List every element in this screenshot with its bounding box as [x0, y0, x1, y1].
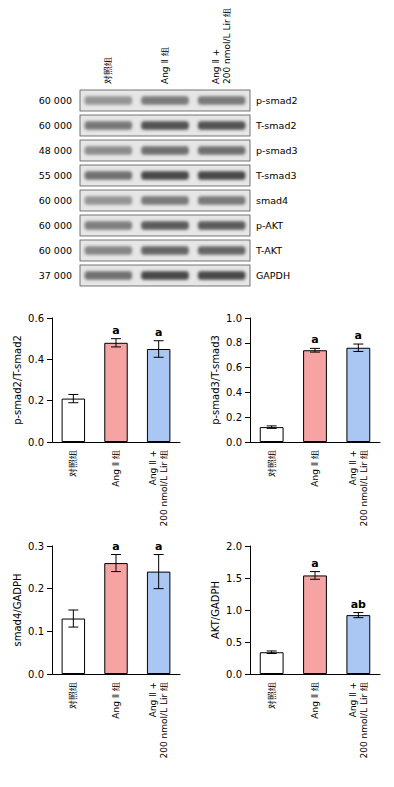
svg-text:0.0: 0.0 [226, 437, 242, 448]
svg-text:AKT/GADPH: AKT/GADPH [210, 581, 221, 639]
svg-text:200 nmol/L Lir 组: 200 nmol/L Lir 组 [222, 7, 232, 84]
svg-text:a: a [311, 557, 318, 570]
svg-text:0.2: 0.2 [226, 412, 242, 423]
svg-text:a: a [355, 329, 362, 342]
svg-text:Ang Ⅱ +: Ang Ⅱ + [148, 450, 158, 485]
svg-text:p-smad2: p-smad2 [256, 95, 298, 106]
svg-text:对照组: 对照组 [103, 57, 113, 84]
svg-text:200 nmol/L Lir 组: 200 nmol/L Lir 组 [359, 682, 369, 759]
svg-text:60 000: 60 000 [39, 95, 72, 106]
svg-text:0.0: 0.0 [226, 669, 242, 680]
svg-text:GAPDH: GAPDH [256, 270, 290, 281]
svg-text:p-AKT: p-AKT [256, 220, 283, 231]
svg-text:0.3: 0.3 [28, 541, 44, 552]
svg-text:0.4: 0.4 [28, 354, 44, 365]
svg-text:200 nmol/L Lir 组: 200 nmol/L Lir 组 [359, 450, 369, 527]
svg-text:2.0: 2.0 [226, 541, 242, 552]
svg-text:Ang Ⅱ 组: Ang Ⅱ 组 [160, 47, 170, 84]
svg-text:60 000: 60 000 [39, 120, 72, 131]
svg-text:0.6: 0.6 [28, 313, 44, 324]
svg-text:200 nmol/L Lir 组: 200 nmol/L Lir 组 [159, 682, 169, 759]
svg-text:对照组: 对照组 [68, 450, 78, 477]
svg-text:1.0: 1.0 [226, 605, 242, 616]
svg-text:60 000: 60 000 [39, 245, 72, 256]
svg-text:a: a [112, 540, 119, 553]
svg-text:smad4/GADPH: smad4/GADPH [12, 574, 23, 647]
svg-text:ab: ab [351, 598, 366, 611]
svg-text:0.0: 0.0 [28, 669, 44, 680]
svg-text:p-smad3/T-smad3: p-smad3/T-smad3 [210, 335, 221, 425]
svg-text:a: a [155, 540, 162, 553]
svg-text:0.2: 0.2 [28, 395, 44, 406]
svg-text:1.5: 1.5 [226, 573, 242, 584]
svg-text:0.1: 0.1 [28, 626, 44, 637]
svg-text:Ang Ⅱ +: Ang Ⅱ + [148, 682, 158, 717]
svg-text:0.5: 0.5 [226, 637, 242, 648]
svg-text:0.2: 0.2 [28, 583, 44, 594]
svg-text:0.4: 0.4 [226, 387, 242, 398]
svg-text:Ang Ⅱ 组: Ang Ⅱ 组 [111, 682, 121, 719]
svg-text:0.8: 0.8 [226, 337, 242, 348]
svg-text:对照组: 对照组 [267, 450, 277, 477]
svg-text:a: a [112, 324, 119, 337]
svg-text:Ang Ⅱ +: Ang Ⅱ + [348, 450, 358, 485]
svg-text:a: a [311, 333, 318, 346]
svg-text:0.0: 0.0 [28, 437, 44, 448]
svg-text:a: a [155, 326, 162, 339]
svg-text:37 000: 37 000 [39, 270, 72, 281]
svg-text:1.0: 1.0 [226, 313, 242, 324]
svg-text:smad4: smad4 [256, 195, 288, 206]
svg-text:p-smad3: p-smad3 [256, 145, 298, 156]
svg-text:p-smad2/T-smad2: p-smad2/T-smad2 [12, 335, 23, 425]
svg-text:60 000: 60 000 [39, 195, 72, 206]
svg-text:T-smad2: T-smad2 [255, 120, 296, 131]
svg-text:Ang Ⅱ 组: Ang Ⅱ 组 [310, 450, 320, 487]
svg-text:55 000: 55 000 [39, 170, 72, 181]
svg-text:对照组: 对照组 [68, 682, 78, 709]
svg-text:0.6: 0.6 [226, 362, 242, 373]
svg-text:T-smad3: T-smad3 [255, 170, 296, 181]
svg-text:T-AKT: T-AKT [255, 245, 282, 256]
svg-text:Ang Ⅱ +: Ang Ⅱ + [211, 49, 221, 84]
svg-text:48 000: 48 000 [39, 145, 72, 156]
svg-text:Ang Ⅱ 组: Ang Ⅱ 组 [111, 450, 121, 487]
svg-text:Ang Ⅱ +: Ang Ⅱ + [348, 682, 358, 717]
svg-text:60 000: 60 000 [39, 220, 72, 231]
svg-text:Ang Ⅱ 组: Ang Ⅱ 组 [310, 682, 320, 719]
svg-text:对照组: 对照组 [267, 682, 277, 709]
svg-text:200 nmol/L Lir 组: 200 nmol/L Lir 组 [159, 450, 169, 527]
